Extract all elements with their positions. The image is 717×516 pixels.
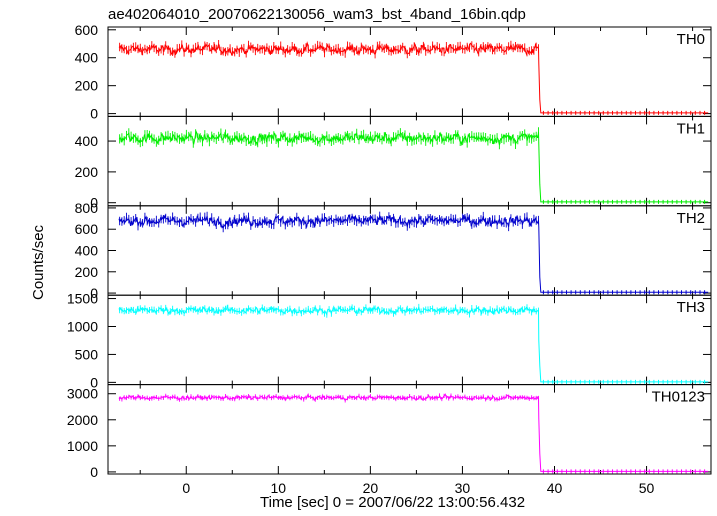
x-tick-label: 30	[455, 480, 471, 496]
panel-label: TH3	[677, 299, 705, 316]
y-axis-label: Counts/sec	[30, 224, 47, 300]
chart-title: ae402064010_20070622130056_wam3_bst_4ban…	[108, 6, 526, 23]
panel-label: TH1	[677, 120, 705, 137]
series-line-th3	[118, 304, 709, 383]
post-drop-bars-th1	[542, 199, 706, 204]
y-tick-label: 400	[75, 50, 99, 66]
x-tick-label: 0	[182, 480, 190, 496]
panel-label: TH0123	[652, 389, 705, 406]
post-drop-bars-th0	[542, 110, 706, 115]
y-tick-label: 0	[90, 285, 98, 301]
y-tick-label: 1500	[67, 291, 98, 307]
panel-label: TH2	[677, 210, 705, 227]
y-tick-label: 600	[75, 221, 99, 237]
post-drop-bars-th3	[542, 379, 706, 384]
y-tick-label: 0	[90, 195, 98, 211]
y-tick-label: 200	[75, 78, 99, 94]
y-tick-label: 500	[75, 346, 99, 362]
x-tick-label: 20	[363, 480, 379, 496]
y-tick-label: 0	[90, 464, 98, 480]
y-tick-label: 400	[75, 133, 99, 149]
panel-frame-th0	[107, 26, 712, 117]
series-line-th2	[118, 214, 709, 293]
y-tick-label: 2000	[67, 412, 98, 428]
y-tick-label: 0	[90, 374, 98, 390]
post-drop-bars-th2	[542, 290, 706, 295]
panel-label: TH0	[677, 31, 705, 48]
series-line-th1	[118, 129, 709, 203]
y-tick-label: 200	[75, 264, 99, 280]
x-tick-label: 10	[271, 480, 287, 496]
series-line-th0	[118, 41, 709, 114]
panel-frame-th1	[107, 115, 712, 207]
y-tick-label: 0	[90, 106, 98, 122]
panel-frame-th0123	[107, 384, 712, 475]
y-tick-label: 800	[75, 200, 99, 216]
x-axis-label: Time [sec] 0 = 2007/06/22 13:00:56.432	[260, 494, 526, 511]
y-tick-label: 3000	[67, 386, 98, 402]
y-tick-label: 600	[75, 22, 99, 38]
y-tick-label: 1000	[67, 438, 98, 454]
y-tick-label: 400	[75, 243, 99, 259]
y-tick-label: 1000	[67, 318, 98, 334]
post-drop-bars-th0123	[542, 469, 706, 474]
x-tick-label: 40	[547, 480, 563, 496]
x-tick-label: 50	[639, 480, 655, 496]
series-line-th0123	[118, 393, 709, 472]
y-tick-label: 200	[75, 164, 99, 180]
